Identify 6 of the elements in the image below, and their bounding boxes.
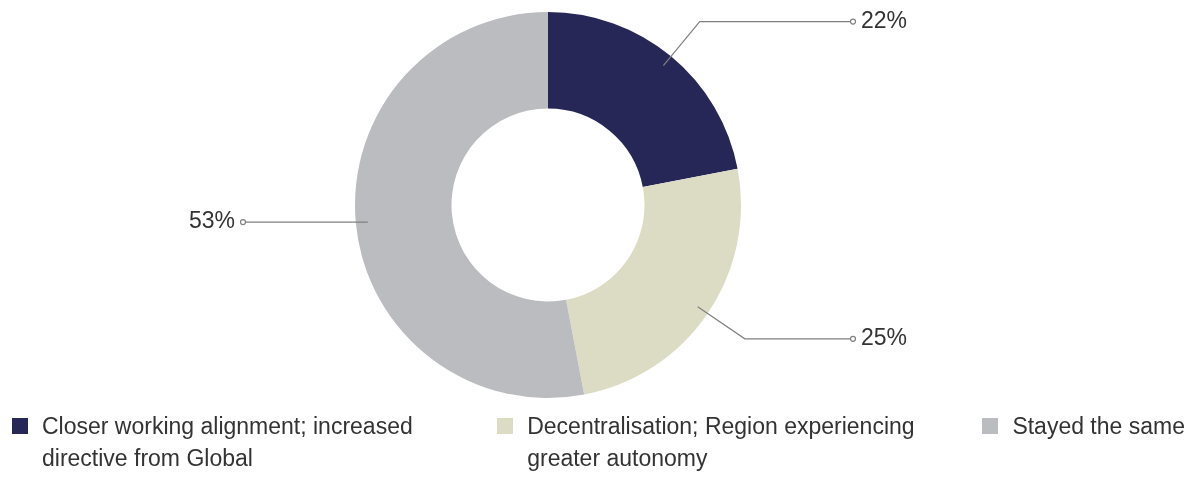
data-label: 53% xyxy=(188,207,235,234)
legend-label: Closer working alignment; increased directive from Global xyxy=(42,412,414,473)
data-label: 22% xyxy=(861,6,908,33)
data-label: 25% xyxy=(861,324,908,351)
legend-label: Stayed the same xyxy=(1012,412,1185,441)
legend-label: Decentralisation; Region experiencing greater autonomy xyxy=(527,412,916,473)
